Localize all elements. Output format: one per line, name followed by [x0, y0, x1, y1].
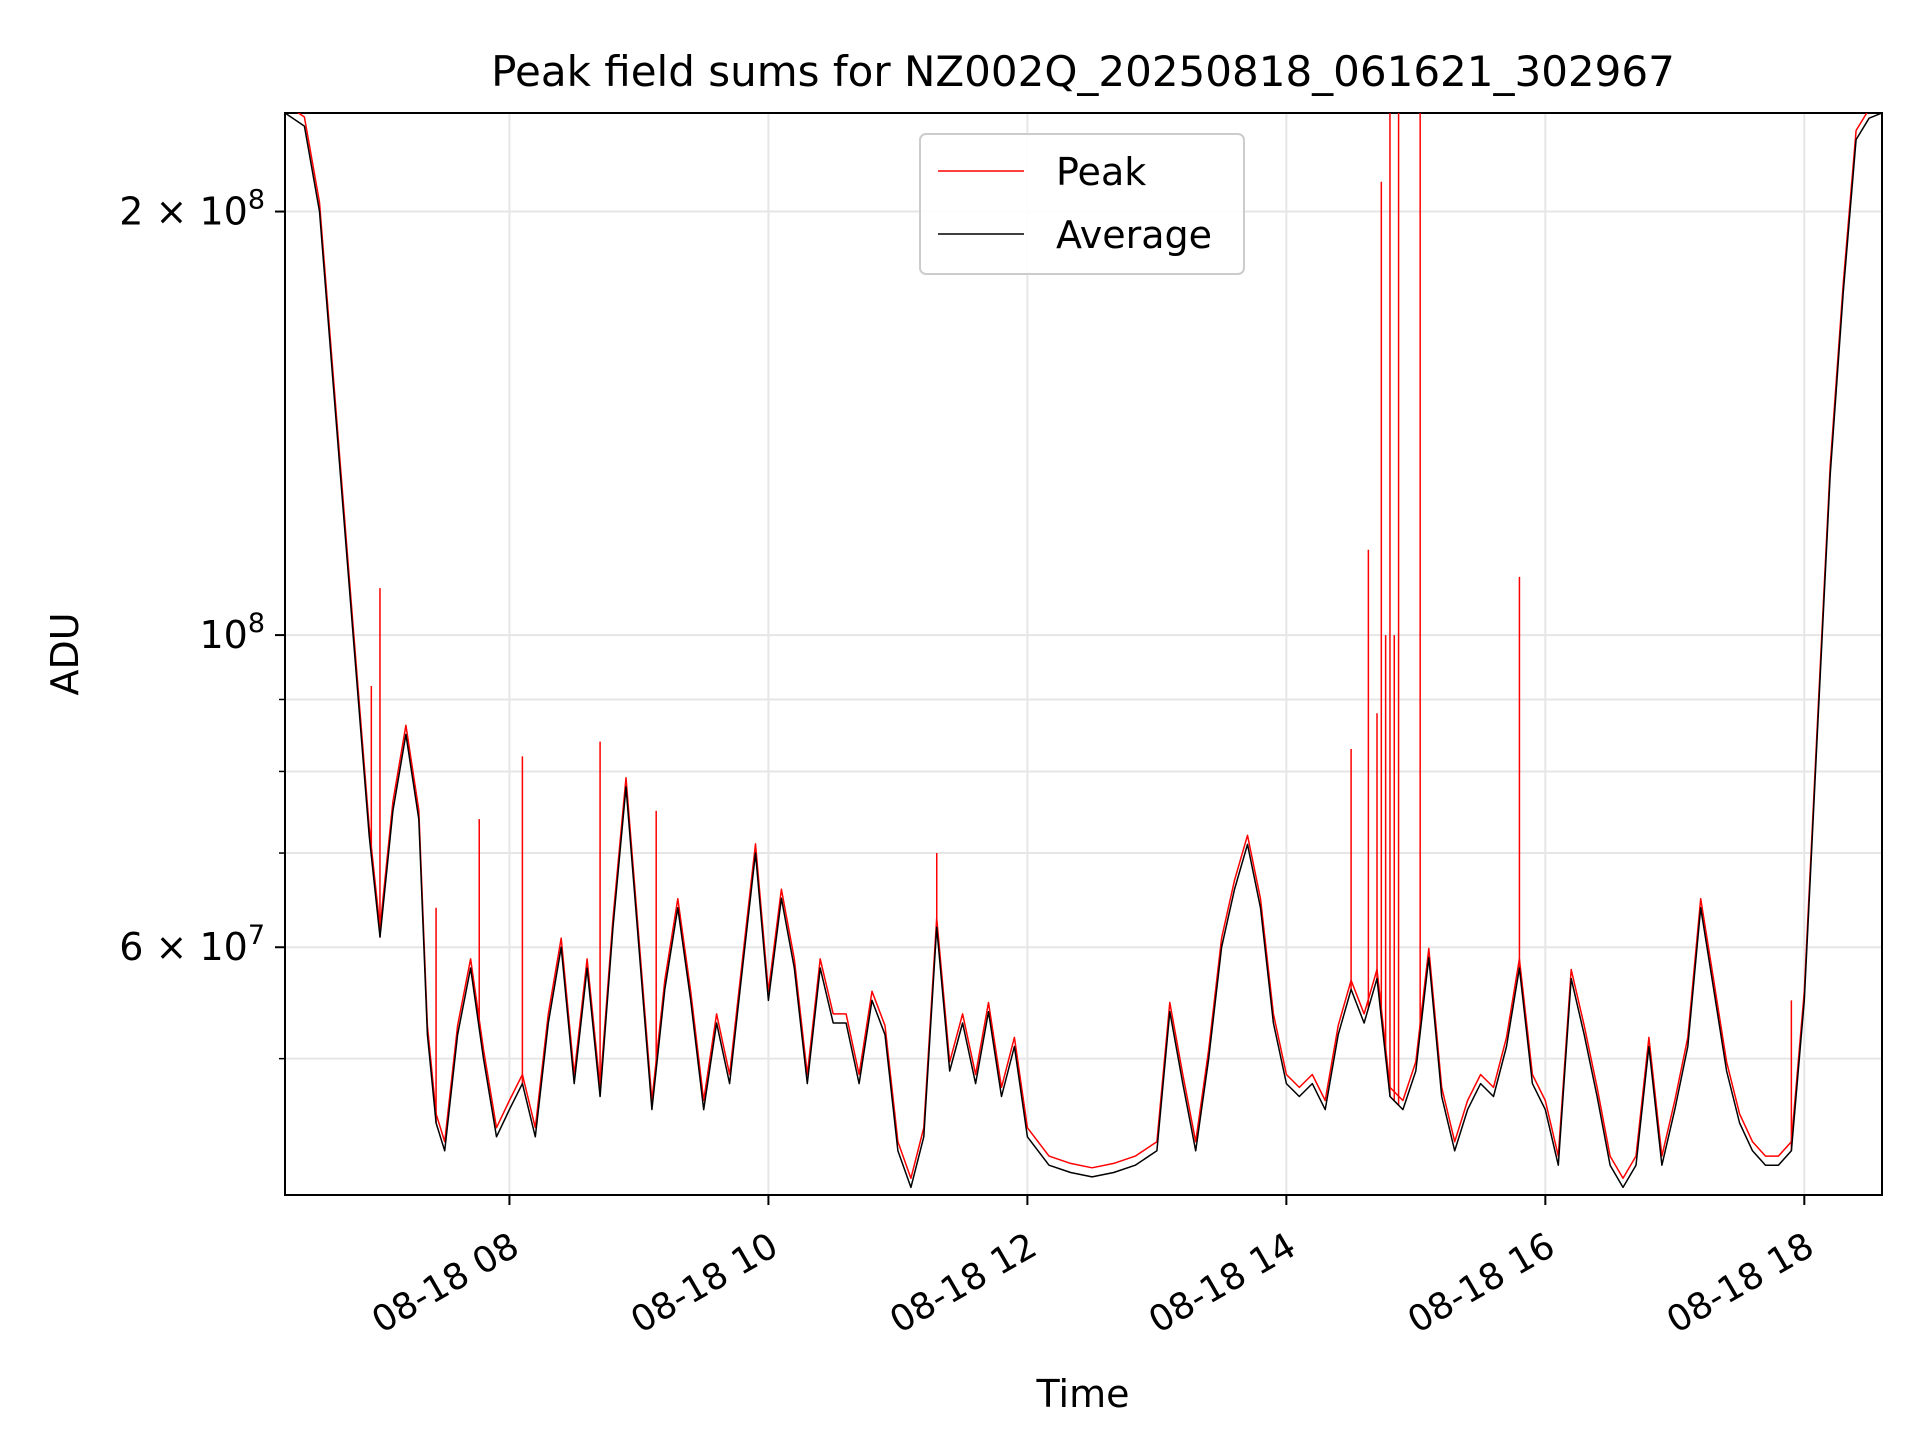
x-axis: 08-18 08 08-18 10 08-18 12 08-18 14 08-18 16… [365, 1195, 1821, 1342]
y-axis-label: ADU [43, 612, 87, 695]
legend-peak-label: Peak [1056, 150, 1146, 194]
average-series-line [285, 113, 1882, 1189]
x-axis-label: Time [1036, 1372, 1130, 1416]
peak-series-line [297, 113, 1868, 1180]
grid-lines [285, 113, 1882, 1195]
x-tick-label: 08-18 16 [1401, 1225, 1562, 1341]
y-axis: 6 × 107 108 2 × 108 [119, 185, 285, 1060]
series-layer [285, 113, 1882, 1189]
plot-area-frame [284, 112, 1883, 1196]
y-tick-label: 108 [199, 608, 265, 657]
y-tick-label: 2 × 108 [119, 185, 265, 234]
x-tick-label: 08-18 12 [883, 1225, 1044, 1341]
x-tick-label: 08-18 18 [1660, 1225, 1821, 1341]
x-tick-label: 08-18 08 [365, 1225, 526, 1341]
legend-box [919, 133, 1245, 275]
y-tick-label: 6 × 107 [119, 920, 265, 969]
legend: Peak Average [919, 133, 1245, 275]
x-tick-label: 08-18 14 [1142, 1225, 1303, 1341]
chart-title: Peak field sums for NZ002Q_20250818_0616… [491, 47, 1675, 96]
x-tick-label: 08-18 10 [624, 1225, 785, 1341]
legend-average-label: Average [1056, 213, 1212, 257]
